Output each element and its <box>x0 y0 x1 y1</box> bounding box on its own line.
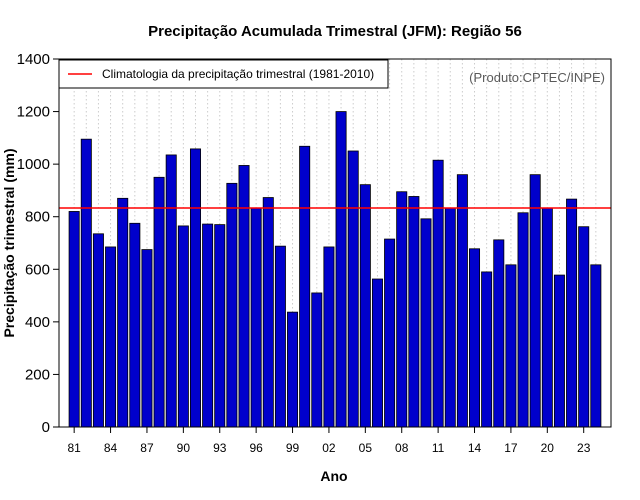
x-axis-title: Ano <box>320 468 347 484</box>
x-tick-label: 87 <box>140 441 154 455</box>
bar-2003 <box>335 111 347 428</box>
bar-2018 <box>517 212 529 428</box>
y-tick-label: 400 <box>25 314 50 331</box>
y-tick-label: 1400 <box>17 51 50 68</box>
bar-1992 <box>202 223 214 428</box>
bar-2016 <box>493 239 505 428</box>
bar-2024 <box>590 264 602 428</box>
bar-1999 <box>287 311 299 428</box>
x-tick-label: 23 <box>577 441 591 455</box>
chart-title: Precipitação Acumulada Trimestral (JFM):… <box>148 23 522 40</box>
bar-2012 <box>444 207 456 428</box>
x-tick-label: 96 <box>249 441 263 455</box>
bar-1993 <box>214 224 226 428</box>
x-tick-label: 81 <box>67 441 81 455</box>
bars-layer <box>68 111 602 428</box>
x-tick-label: 93 <box>213 441 227 455</box>
x-tick-label: 84 <box>104 441 118 455</box>
bar-1995 <box>238 165 250 428</box>
bar-2006 <box>371 278 383 428</box>
y-tick-label: 1200 <box>17 104 50 121</box>
bar-2005 <box>359 184 371 428</box>
bar-2014 <box>469 248 481 428</box>
bar-1986 <box>129 222 141 428</box>
bar-2002 <box>323 246 335 428</box>
bar-1996 <box>250 207 262 428</box>
bar-1981 <box>68 211 80 428</box>
bar-1994 <box>226 182 238 428</box>
y-tick-label: 1000 <box>17 156 50 173</box>
bar-2021 <box>553 274 565 428</box>
y-tick-label: 0 <box>42 419 50 436</box>
bar-2004 <box>347 150 359 428</box>
bar-2023 <box>578 226 590 428</box>
y-tick-label: 600 <box>25 261 50 278</box>
bar-1989 <box>165 154 177 428</box>
bar-1983 <box>92 233 104 428</box>
y-axis: 0 200 400 600 800 1000 1200 1400 <box>17 51 59 436</box>
bar-1991 <box>189 148 201 428</box>
x-tick-label: 08 <box>395 441 409 455</box>
bar-2019 <box>529 174 541 428</box>
x-tick-label: 11 <box>432 441 445 455</box>
y-tick-label: 200 <box>25 366 50 383</box>
bar-2017 <box>505 264 517 428</box>
source-note: (Produto:CPTEC/INPE) <box>469 70 605 85</box>
bar-2000 <box>299 145 311 428</box>
bar-2011 <box>432 159 444 428</box>
bar-1982 <box>80 138 92 428</box>
bar-2008 <box>396 191 408 428</box>
legend-box <box>58 59 389 89</box>
bar-1985 <box>117 197 129 428</box>
x-tick-label: 20 <box>541 441 555 455</box>
bar-2001 <box>311 292 323 428</box>
x-axis: 81 84 87 90 93 96 99 02 05 08 11 14 17 20 23 <box>67 427 591 455</box>
plot-frame <box>58 58 612 428</box>
x-tick-label: 05 <box>359 441 373 455</box>
x-tick-label: 17 <box>504 441 518 455</box>
bar-1984 <box>105 246 117 428</box>
bar-1997 <box>262 197 274 428</box>
bar-2013 <box>456 174 468 428</box>
bar-1988 <box>153 176 165 428</box>
bar-1998 <box>274 245 286 428</box>
bar-1987 <box>141 249 153 428</box>
legend: Climatologia da precipitação trimestral … <box>58 59 389 89</box>
bar-1990 <box>177 225 189 428</box>
bar-2007 <box>384 238 396 428</box>
x-tick-label: 02 <box>322 441 336 455</box>
bar-2009 <box>408 196 420 428</box>
y-tick-label: 800 <box>25 209 50 226</box>
x-tick-label: 90 <box>177 441 191 455</box>
bar-2010 <box>420 218 432 428</box>
bar-2022 <box>566 198 578 428</box>
y-axis-title: Precipitação trimestral (mm) <box>1 148 17 337</box>
x-tick-label: 14 <box>468 441 482 455</box>
bar-2015 <box>481 271 493 428</box>
bar-2020 <box>541 207 553 428</box>
x-tick-label: 99 <box>286 441 300 455</box>
legend-label: Climatologia da precipitação trimestral … <box>102 67 374 81</box>
